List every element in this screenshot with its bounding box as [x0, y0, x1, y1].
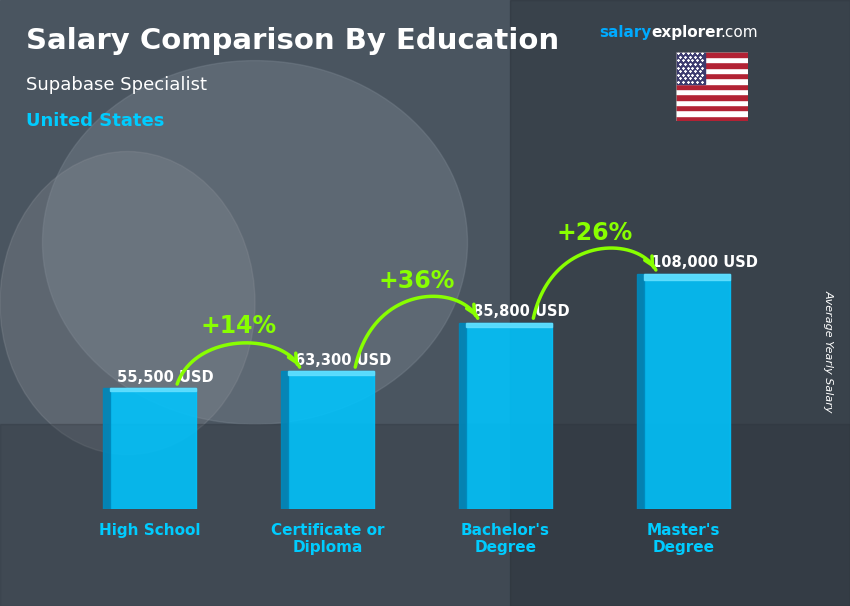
Text: 63,300 USD: 63,300 USD — [295, 353, 391, 368]
Bar — [676, 52, 705, 84]
Bar — [676, 105, 748, 110]
Bar — [281, 371, 287, 509]
Bar — [643, 275, 730, 280]
Text: +26%: +26% — [557, 221, 632, 244]
Text: +36%: +36% — [378, 269, 455, 293]
Text: explorer: explorer — [651, 25, 723, 41]
Text: salary: salary — [599, 25, 652, 41]
Bar — [466, 322, 552, 509]
Bar — [676, 100, 748, 105]
Bar — [676, 78, 748, 84]
Bar — [676, 62, 748, 68]
Text: Salary Comparison By Education: Salary Comparison By Education — [26, 27, 558, 55]
Bar — [0, 424, 850, 606]
Text: United States: United States — [26, 112, 164, 130]
Bar — [510, 0, 850, 606]
Ellipse shape — [0, 152, 255, 454]
Bar — [676, 57, 748, 62]
Ellipse shape — [42, 61, 468, 424]
Bar — [676, 52, 748, 57]
Bar — [287, 371, 374, 375]
Bar — [110, 388, 196, 509]
Bar — [676, 84, 748, 89]
Bar — [676, 89, 748, 95]
Text: +14%: +14% — [201, 314, 276, 338]
Bar — [466, 322, 552, 327]
Bar — [676, 110, 748, 116]
Text: .com: .com — [721, 25, 758, 41]
Text: 85,800 USD: 85,800 USD — [473, 304, 570, 319]
Bar — [676, 73, 748, 78]
Bar — [676, 95, 748, 100]
Bar — [638, 275, 643, 509]
Bar — [643, 275, 730, 509]
Bar — [103, 388, 110, 509]
Text: 55,500 USD: 55,500 USD — [117, 370, 213, 385]
Bar — [459, 322, 466, 509]
Bar — [676, 116, 748, 121]
Text: Average Yearly Salary: Average Yearly Salary — [824, 290, 834, 413]
Text: Supabase Specialist: Supabase Specialist — [26, 76, 207, 94]
Text: 108,000 USD: 108,000 USD — [651, 255, 758, 270]
Bar — [676, 68, 748, 73]
Bar — [110, 388, 196, 391]
Bar — [287, 371, 374, 509]
